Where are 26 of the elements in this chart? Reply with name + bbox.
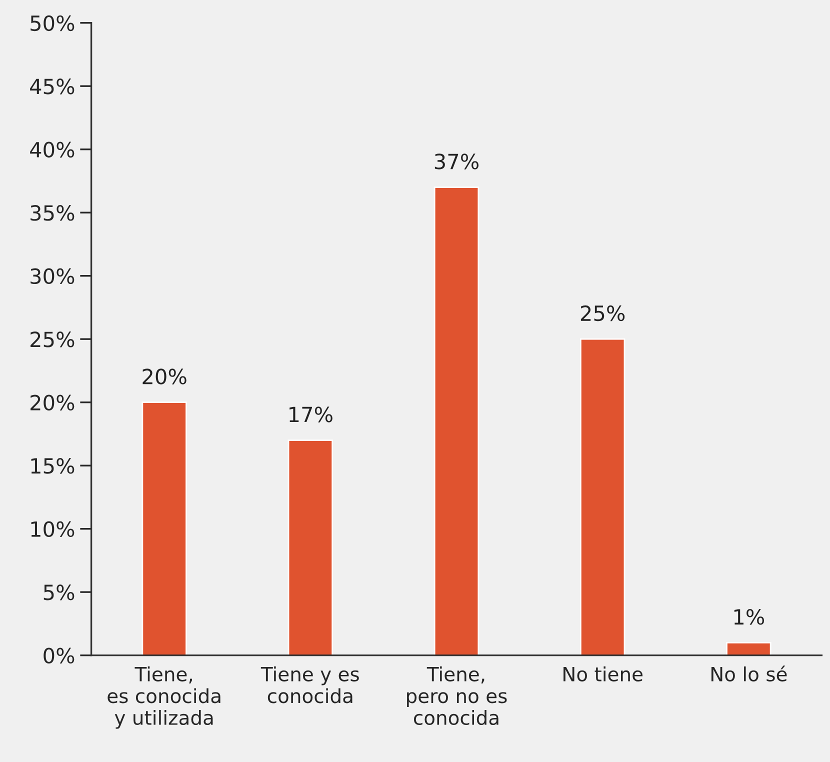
y-tick-label: 50%: [30, 15, 74, 32]
y-tick-label: 35%: [30, 205, 74, 221]
y-tick-label: 0%: [44, 648, 74, 664]
y-tick-label: 45%: [30, 78, 74, 94]
bar: [580, 338, 626, 656]
y-tick-label: 10%: [31, 521, 74, 538]
data-label: 20%: [142, 368, 186, 384]
x-tick-label: No tiene: [564, 666, 642, 682]
x-tick-label: Tiene, pero no es conocida: [407, 666, 507, 726]
y-tick-label: 20%: [30, 394, 74, 411]
bar: [726, 642, 772, 656]
y-tick-label: 40%: [30, 142, 74, 158]
data-label: 1%: [734, 608, 764, 625]
data-label: 25%: [580, 305, 625, 322]
bar: [142, 402, 187, 656]
data-label: 17%: [290, 406, 332, 422]
y-tick-label: 5%: [44, 584, 74, 600]
y-tick-label: 25%: [30, 332, 74, 348]
y-tick-label: 15%: [31, 458, 74, 474]
x-tick-label: No lo sé: [711, 666, 787, 682]
x-tick-label: Tiene, es conocida y utilizada: [108, 666, 220, 729]
y-tick-label: 30%: [30, 268, 74, 284]
bar: [288, 440, 334, 656]
x-tick-label: Tiene y es conocida: [260, 666, 359, 704]
bar: [434, 186, 480, 656]
data-label: 37%: [434, 154, 479, 170]
